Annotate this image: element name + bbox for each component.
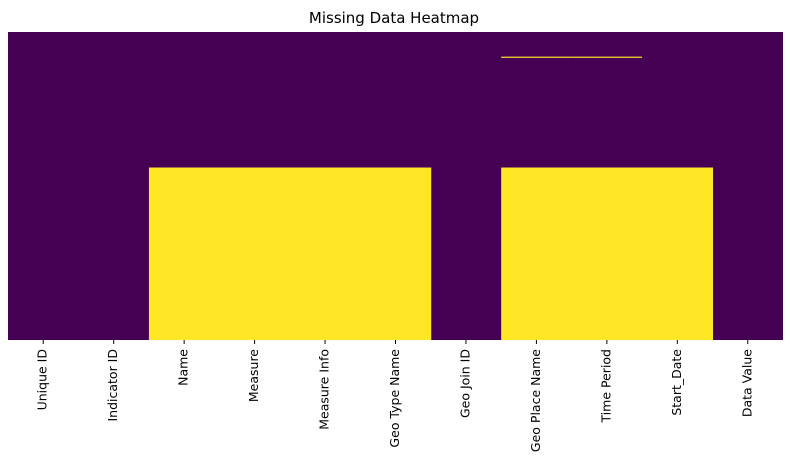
heatmap-missing-block xyxy=(642,167,714,340)
heatmap-missing-row xyxy=(571,56,643,58)
x-tick-label: Indicator ID xyxy=(105,349,120,422)
heatmap-missing-block xyxy=(360,167,432,340)
heatmap-missing-block xyxy=(289,167,361,340)
chart-title: Missing Data Heatmap xyxy=(309,9,479,27)
x-tick-label: Time Period xyxy=(598,349,613,424)
x-tick-label: Name xyxy=(176,349,191,386)
x-tick-label: Geo Join ID xyxy=(457,349,472,418)
x-tick-label: Unique ID xyxy=(35,349,50,410)
heatmap-missing-block xyxy=(571,167,643,340)
x-tick-label: Measure Info xyxy=(317,349,332,430)
heatmap-missing-row xyxy=(501,56,572,58)
x-tick-label: Data Value xyxy=(739,349,754,417)
heatmap-missing-block xyxy=(501,167,573,340)
heatmap-plot-area xyxy=(8,32,783,340)
x-tick-label: Geo Type Name xyxy=(387,349,402,448)
x-axis-ticks: Unique ID Indicator ID Name Measure Measure … xyxy=(35,340,754,452)
x-tick-label: Start_Date xyxy=(669,349,684,416)
heatmap-missing-block xyxy=(219,167,291,340)
x-tick-label: Geo Place Name xyxy=(528,349,543,452)
heatmap-missing-block xyxy=(148,167,220,340)
x-tick-label: Measure xyxy=(246,349,261,402)
